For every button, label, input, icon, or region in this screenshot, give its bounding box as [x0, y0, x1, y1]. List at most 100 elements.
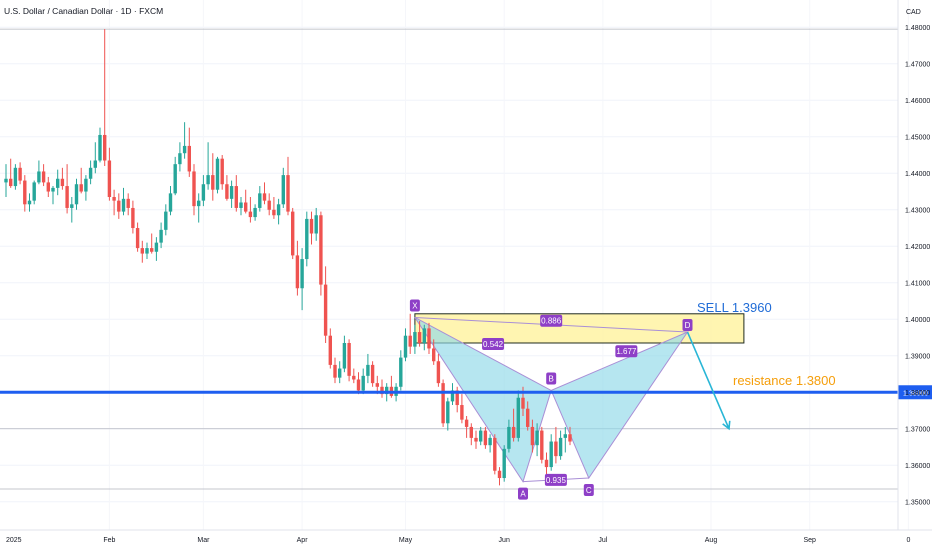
candle-body — [121, 198, 126, 212]
candle-body — [140, 248, 144, 254]
candle — [103, 29, 107, 166]
candle-body — [281, 175, 285, 205]
candle — [244, 189, 248, 214]
time-tick-label: Jun — [499, 537, 510, 544]
candle — [84, 175, 88, 201]
candle — [300, 248, 304, 311]
candle-body — [568, 434, 572, 442]
resistance-price-tag-text: 1.38000 — [903, 390, 928, 397]
candle-body — [356, 379, 361, 391]
ratio-label-xb-text: 0.542 — [483, 340, 504, 349]
candle — [145, 242, 149, 260]
candle-body — [493, 437, 497, 471]
candle — [192, 164, 196, 216]
point-label-d-text: D — [685, 321, 691, 330]
candle-body — [450, 390, 455, 402]
candle-body — [60, 178, 65, 187]
candle-body — [192, 171, 196, 207]
price-axis[interactable]: 1.48000 1.47000 1.46000 1.45000 1.44000 1.430… — [897, 0, 930, 530]
candle-body — [41, 171, 46, 183]
candle-body — [563, 434, 567, 438]
time-tick-label: Feb — [103, 537, 115, 544]
candle — [554, 426, 558, 464]
candle — [98, 127, 102, 163]
candle-body — [507, 426, 511, 449]
candle — [399, 350, 403, 391]
candle — [164, 204, 168, 236]
candle-body — [117, 200, 121, 212]
candle — [441, 379, 445, 427]
candle-body — [521, 397, 525, 409]
candle-body — [380, 386, 384, 395]
candle-body — [309, 218, 314, 234]
reference-lines — [0, 28, 898, 490]
candle — [229, 180, 234, 208]
candle — [286, 156, 290, 216]
candle-body — [497, 470, 502, 479]
candle — [356, 372, 361, 395]
point-label-b-text: B — [549, 374, 554, 383]
candle-body — [526, 408, 530, 427]
candle-body — [32, 182, 36, 201]
candle — [178, 142, 182, 172]
candle — [9, 158, 13, 188]
time-axis[interactable]: 2025 Feb Mar Apr May Jun Jul Aug Sep 0 — [0, 529, 932, 544]
candle — [182, 122, 187, 159]
ratio-label-bd-bg — [615, 345, 638, 358]
candle-body — [319, 215, 323, 285]
candle-body — [375, 383, 379, 387]
candle — [258, 186, 262, 212]
candle — [107, 147, 112, 201]
candle — [41, 164, 46, 187]
price-tick-label: 1.43000 — [905, 207, 930, 214]
candle-body — [79, 184, 83, 192]
candle-body — [408, 335, 412, 347]
candle-body — [460, 405, 464, 420]
candle — [366, 353, 370, 384]
candle-body — [220, 158, 224, 185]
candle-body — [455, 390, 459, 406]
point-label-x-text: X — [412, 301, 418, 310]
price-tick-label: 1.35000 — [905, 499, 930, 506]
point-label-c-bg — [583, 484, 594, 497]
candle-body — [229, 186, 234, 199]
candle-body — [51, 187, 55, 192]
price-tick-label: 1.41000 — [905, 280, 930, 287]
projection-arrow-shaft — [686, 331, 730, 430]
candle-body — [558, 437, 563, 457]
resistance-line[interactable]: 1.38000 — [0, 385, 932, 400]
candle-body — [286, 175, 290, 212]
candle — [413, 324, 417, 354]
candle-body — [84, 178, 88, 192]
candle-body — [248, 211, 253, 218]
candle — [211, 153, 215, 201]
candle-body — [182, 145, 187, 154]
candle — [408, 313, 412, 354]
time-tick-label: Apr — [297, 537, 309, 544]
ratio-label-xd-bg — [540, 314, 563, 327]
price-tick-label: 1.39000 — [905, 353, 930, 360]
candle — [469, 423, 473, 446]
price-tick-label: 1.44000 — [905, 171, 930, 178]
candle-body — [323, 284, 328, 336]
candle-body — [168, 193, 173, 212]
candle — [511, 408, 516, 442]
candle-body — [446, 401, 450, 424]
candle — [32, 180, 36, 205]
resistance-annotation: resistance 1.3800 — [733, 373, 836, 388]
candle-body — [403, 335, 408, 358]
candle — [403, 328, 408, 362]
candle-body — [427, 328, 431, 349]
price-tick-label: 1.36000 — [905, 463, 930, 470]
time-tick-label: Mar — [197, 537, 210, 544]
candle — [530, 419, 535, 453]
candle — [154, 237, 159, 261]
candle-body — [333, 364, 337, 378]
candle — [150, 233, 154, 254]
candle-body — [239, 202, 243, 208]
candle — [568, 426, 572, 446]
candle-body — [93, 160, 97, 168]
candle — [464, 415, 469, 438]
candle-body — [436, 361, 441, 384]
